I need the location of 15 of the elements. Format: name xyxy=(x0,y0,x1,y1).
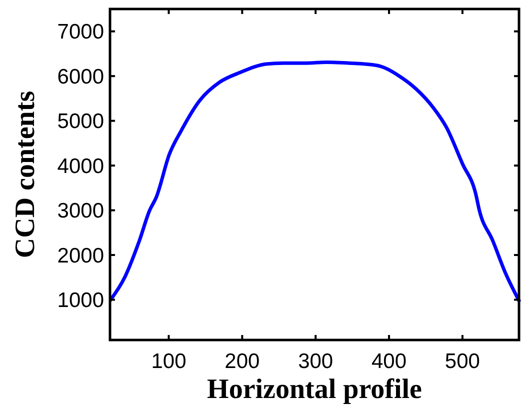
y-tick-label: 5000 xyxy=(57,110,104,134)
x-tick-label: 200 xyxy=(224,350,260,373)
line-series xyxy=(110,60,521,302)
y-axis-title: CCD contents xyxy=(10,90,41,258)
x-axis-title: Horizontal profile xyxy=(207,374,422,405)
y-tick-label: 6000 xyxy=(57,65,104,88)
x-tick-label: 500 xyxy=(444,350,480,373)
y-tick-label: 7000 xyxy=(57,20,104,44)
y-tick-label: 3000 xyxy=(57,200,104,223)
x-tick-label: 100 xyxy=(151,350,186,373)
x-tick-label: 300 xyxy=(298,350,334,373)
y-tick-label: 4000 xyxy=(57,154,104,178)
x-tick-label: 400 xyxy=(372,350,407,373)
y-tick-label: 1000 xyxy=(57,289,104,312)
y-tick-label: 2000 xyxy=(57,244,104,268)
